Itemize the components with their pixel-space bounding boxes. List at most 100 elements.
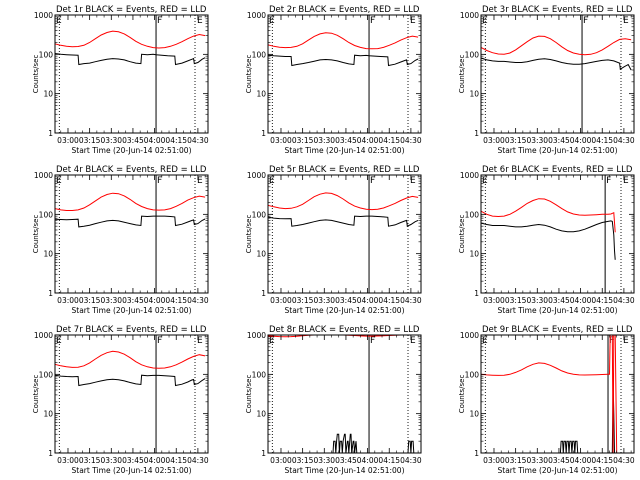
y-tick-label: 100 (465, 370, 480, 379)
x-tick-label: 03:30 (526, 136, 548, 145)
x-axis-label: Start Time (20-Jun-14 02:51:00) (498, 146, 618, 155)
x-tick-label: 03:15 (292, 296, 314, 305)
y-tick-label: 10 (469, 410, 479, 419)
y-tick-label: 10 (43, 90, 53, 99)
x-tick-label: 04:15 (165, 296, 187, 305)
x-tick-label: 04:30 (400, 136, 422, 145)
y-tick-label: 1000 (247, 331, 266, 340)
x-tick-label: 03:00 (483, 296, 505, 305)
x-tick-label: 04:15 (378, 456, 400, 465)
start-flag-label: E (56, 16, 62, 26)
plot-frame (54, 174, 209, 294)
x-tick-label: 03:00 (57, 296, 79, 305)
y-tick-label: 10 (256, 250, 266, 259)
x-tick-label: 03:30 (526, 456, 548, 465)
x-tick-label: 04:00 (570, 136, 592, 145)
x-tick-label: 04:15 (165, 456, 187, 465)
x-tick-label: 04:30 (400, 456, 422, 465)
y-tick-label: 1000 (34, 11, 53, 20)
y-tick-label: 1 (474, 449, 479, 458)
y-tick-label: 100 (39, 210, 54, 219)
panel-title: Det 6r BLACK = Events, RED = LLD (482, 165, 633, 175)
filter-flag-label: F (606, 176, 611, 186)
series-events-line (55, 374, 206, 387)
x-axis-label: Start Time (20-Jun-14 02:51:00) (285, 306, 405, 315)
x-tick-label: 03:45 (335, 456, 357, 465)
y-axis-label: Counts/sec (32, 375, 40, 414)
series-events-line (559, 383, 616, 453)
x-tick-label: 04:00 (570, 296, 592, 305)
y-axis-label: Counts/sec (245, 215, 253, 254)
x-tick-label: 03:45 (122, 296, 144, 305)
x-tick-label: 03:15 (79, 296, 101, 305)
panel-title: Det 4r BLACK = Events, RED = LLD (56, 165, 207, 175)
y-axis-label: Counts/sec (458, 215, 466, 254)
x-tick-label: 03:15 (79, 136, 101, 145)
panel-title: Det 1r BLACK = Events, RED = LLD (56, 5, 207, 15)
end-flag-label: E (623, 176, 629, 186)
y-tick-label: 1000 (460, 11, 479, 20)
series-events-line (332, 433, 415, 453)
y-tick-label: 1 (261, 449, 266, 458)
end-flag-label: E (410, 176, 416, 186)
x-tick-label: 03:15 (505, 296, 527, 305)
x-tick-label: 03:30 (313, 296, 335, 305)
x-tick-label: 03:00 (270, 456, 292, 465)
x-tick-label: 04:15 (165, 136, 187, 145)
x-axis-label: Start Time (20-Jun-14 02:51:00) (285, 466, 405, 475)
x-tick-label: 04:30 (187, 296, 209, 305)
x-axis-label: Start Time (20-Jun-14 02:51:00) (498, 306, 618, 315)
series-events-line (55, 53, 206, 66)
x-tick-label: 03:00 (483, 136, 505, 145)
panel-title: Det 2r BLACK = Events, RED = LLD (269, 5, 420, 15)
x-tick-label: 03:30 (526, 296, 548, 305)
start-flag-label: E (482, 336, 488, 346)
x-tick-label: 03:30 (100, 456, 122, 465)
end-flag-label: E (197, 176, 203, 186)
y-tick-label: 10 (469, 250, 479, 259)
series-events-line (268, 215, 419, 227)
series-events-line (481, 220, 616, 260)
x-tick-label: 04:00 (357, 456, 379, 465)
filter-flag-label: F (609, 336, 614, 346)
x-tick-label: 04:00 (144, 456, 166, 465)
x-tick-label: 04:30 (400, 296, 422, 305)
x-tick-label: 04:15 (591, 136, 613, 145)
panel-title: Det 9r BLACK = Events, RED = LLD (482, 325, 633, 335)
x-tick-label: 03:30 (313, 456, 335, 465)
start-flag-label: E (269, 336, 275, 346)
x-tick-label: 04:30 (613, 136, 635, 145)
x-tick-label: 04:00 (357, 136, 379, 145)
filter-flag-label: F (370, 176, 375, 186)
y-axis-label: Counts/sec (32, 55, 40, 94)
x-tick-label: 03:45 (548, 136, 570, 145)
plot-frame (480, 334, 635, 454)
series-lld-line (481, 335, 618, 453)
y-tick-label: 100 (465, 210, 480, 219)
x-tick-label: 04:30 (187, 456, 209, 465)
series-lld-line (55, 30, 206, 49)
x-tick-label: 03:30 (313, 136, 335, 145)
filter-flag-label: F (583, 16, 588, 26)
y-axis-label: Counts/sec (458, 375, 466, 414)
x-tick-label: 03:15 (505, 456, 527, 465)
y-axis-label: Counts/sec (245, 375, 253, 414)
y-tick-label: 1000 (247, 171, 266, 180)
series-lld-line (481, 198, 616, 233)
series-lld-line (55, 350, 206, 369)
start-flag-label: E (482, 176, 488, 186)
x-axis-label: Start Time (20-Jun-14 02:51:00) (285, 146, 405, 155)
filter-flag-label: F (370, 336, 375, 346)
y-tick-label: 10 (256, 90, 266, 99)
x-tick-label: 04:00 (570, 456, 592, 465)
y-tick-label: 100 (252, 210, 267, 219)
y-tick-label: 100 (465, 50, 480, 59)
x-tick-label: 03:30 (100, 296, 122, 305)
